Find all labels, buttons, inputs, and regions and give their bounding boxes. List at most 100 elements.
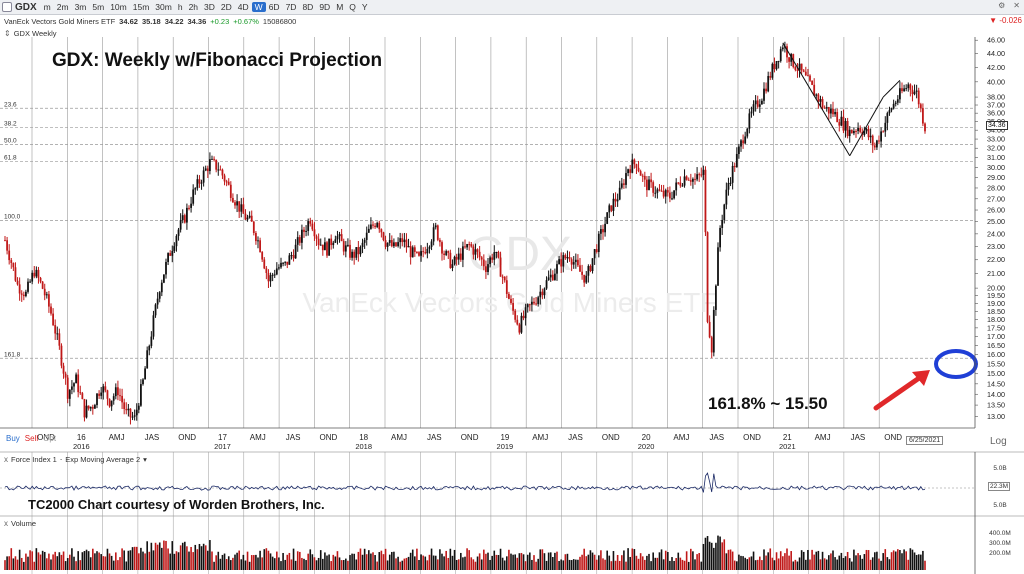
volume-bar (33, 561, 36, 570)
timeframe-2h[interactable]: 2h (188, 2, 199, 12)
candle-body (10, 260, 13, 263)
candle-body (165, 261, 167, 275)
opt-button[interactable]: Opt (43, 434, 57, 443)
volume-bar (899, 550, 901, 570)
candle-body (685, 176, 688, 180)
volume-bar (263, 549, 266, 570)
volume-bar (491, 555, 493, 570)
symbol-label[interactable]: GDX (15, 1, 37, 13)
timeframe-M[interactable]: M (336, 2, 344, 12)
timeframe-2D[interactable]: 2D (220, 2, 232, 12)
volume-bar (234, 554, 236, 570)
timeframe-30m[interactable]: 30m (155, 2, 172, 12)
timeframe-h[interactable]: h (177, 2, 183, 12)
volume-bar (236, 552, 238, 570)
timeframe-8D[interactable]: 8D (302, 2, 314, 12)
dropdown-icon[interactable]: ▾ (143, 455, 147, 464)
volume-bar (338, 557, 341, 570)
volume-bar (391, 551, 393, 570)
timeframe-5m[interactable]: 5m (92, 2, 105, 12)
candle-body (704, 169, 707, 233)
log-button[interactable]: Log (990, 436, 1007, 447)
volume-bar (144, 553, 146, 570)
volume-bar (56, 556, 59, 570)
candle-body (646, 179, 648, 191)
volume-bar (696, 554, 698, 570)
timeframe-4D[interactable]: 4D (237, 2, 249, 12)
pane-icon[interactable]: ⇕ (4, 29, 11, 38)
x-tick-label: AMJ (815, 433, 831, 442)
buy-button[interactable]: Buy (6, 434, 20, 443)
timeframe-m[interactable]: m (43, 2, 51, 12)
volume-bar (317, 557, 320, 570)
y-tick-label: 42.00 (987, 63, 1005, 72)
timeframe-15m[interactable]: 15m (132, 2, 150, 12)
volume-bar (50, 559, 52, 570)
candle-body (746, 128, 749, 137)
candle-body (729, 182, 732, 184)
menu-icon[interactable] (2, 2, 12, 12)
volume-bar (681, 559, 684, 570)
fib-label: 161.8 (4, 351, 21, 358)
timeframe-9D[interactable]: 9D (319, 2, 331, 12)
settings-icon[interactable]: ⚙ (998, 1, 1006, 10)
y-tick-label: 14.00 (987, 390, 1005, 399)
candle-body (263, 259, 266, 269)
volume-bar (58, 552, 61, 570)
volume-bar (552, 557, 554, 570)
volume-bar (865, 549, 868, 570)
volume-bar (825, 559, 828, 570)
candle-body (296, 237, 299, 245)
candle-body (393, 242, 395, 247)
volume-bar (200, 546, 203, 570)
timeframe-3D[interactable]: 3D (204, 2, 215, 12)
timeframe-7D[interactable]: 7D (285, 2, 297, 12)
candle-body (238, 201, 241, 212)
candle-body (75, 374, 77, 384)
close-volume-icon[interactable]: x (4, 519, 8, 528)
volume-bar (305, 560, 307, 570)
candle-body (518, 324, 521, 333)
candle-body (581, 271, 583, 275)
candle-body (800, 63, 803, 71)
volume-bar (508, 549, 510, 570)
candle-body (823, 107, 826, 109)
x-tick-label: 20 (642, 433, 651, 442)
sell-button[interactable]: Sell (24, 434, 39, 443)
volume-bar (836, 559, 838, 570)
candle-body (94, 405, 96, 409)
volume-bar (332, 554, 335, 570)
close-icon[interactable]: ✕ (1013, 1, 1020, 10)
candle-body (156, 298, 159, 305)
timeframe-Q[interactable]: Q (349, 2, 356, 12)
candle-body (409, 246, 412, 258)
volume-bar (664, 550, 667, 570)
x-tick-label: OND (37, 433, 55, 442)
timeframe-W[interactable]: W (251, 2, 266, 12)
candle-body (62, 365, 65, 374)
timeframe-3m[interactable]: 3m (74, 2, 87, 12)
volume-bar (96, 551, 98, 570)
candle-body (344, 245, 347, 252)
volume-bar (602, 558, 604, 570)
candle-body (807, 75, 809, 77)
volume-bar (386, 560, 389, 570)
timeframe-2m[interactable]: 2m (56, 2, 69, 12)
candle-body (558, 259, 560, 265)
timeframe-6D[interactable]: 6D (268, 2, 280, 12)
close-pane-icon[interactable]: x (4, 455, 8, 464)
candle-body (871, 135, 874, 146)
candle-body (173, 246, 176, 251)
y-tick-label: 16.50 (987, 341, 1005, 350)
timeframe-10m[interactable]: 10m (110, 2, 127, 12)
volume-bar (48, 553, 50, 570)
candle-body (374, 225, 376, 228)
volume-bar (819, 559, 822, 570)
candle-body (568, 257, 571, 260)
volume-bar (25, 553, 27, 570)
volume-bar (773, 560, 776, 570)
candle-body (850, 129, 853, 134)
timeframe-Y[interactable]: Y (361, 2, 368, 12)
candle-body (679, 182, 682, 186)
candle-body (217, 169, 220, 171)
